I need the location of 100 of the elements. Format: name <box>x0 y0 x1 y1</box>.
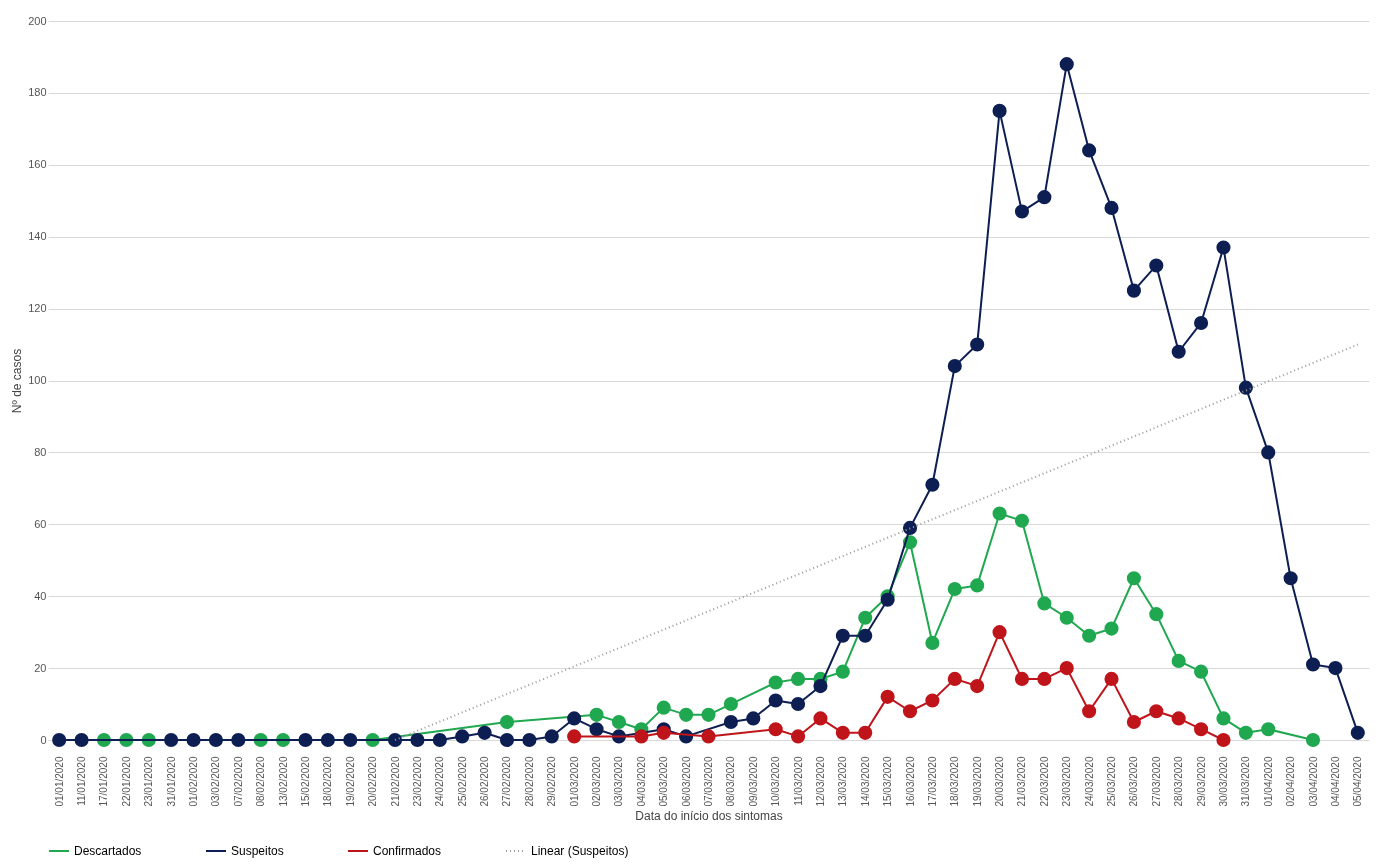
point <box>1149 258 1164 273</box>
point <box>1216 711 1231 726</box>
x-tick-label: 19/02/2020 <box>344 756 356 807</box>
point <box>1194 722 1209 737</box>
point <box>1014 671 1030 686</box>
x-tick-label: 02/03/2020 <box>591 756 603 807</box>
point <box>1149 607 1164 622</box>
x-tick-label: 11/01/2020 <box>76 756 88 806</box>
point <box>768 675 783 690</box>
x-tick-label: 04/03/2020 <box>635 756 647 807</box>
point <box>1305 732 1321 748</box>
point <box>74 732 89 748</box>
point <box>1082 628 1097 643</box>
point <box>835 628 850 643</box>
point <box>1126 714 1141 730</box>
point <box>1082 704 1097 719</box>
y-tick-label: 160 <box>28 158 47 171</box>
x-tick-label: 28/03/2020 <box>1173 756 1185 807</box>
point <box>902 704 918 719</box>
x-tick-label: 13/02/2020 <box>277 756 289 807</box>
point <box>858 610 873 625</box>
point <box>656 700 671 715</box>
point <box>790 729 806 744</box>
point <box>52 732 67 748</box>
y-tick-label: 20 <box>34 661 47 674</box>
point <box>1059 661 1074 676</box>
point <box>1261 722 1276 737</box>
y-tick-label: 100 <box>28 374 47 386</box>
y-tick-label: 180 <box>28 86 47 99</box>
x-tick-label: 18/02/2020 <box>322 756 334 807</box>
x-tick-label: 27/03/2020 <box>1150 756 1162 807</box>
x-tick-label: 07/03/2020 <box>703 756 714 807</box>
point <box>992 103 1007 118</box>
x-tick-label: 23/02/2020 <box>411 756 423 807</box>
point <box>790 696 806 712</box>
point <box>1149 704 1164 719</box>
point <box>567 711 582 726</box>
x-tick-label: 01/02/2020 <box>188 756 200 807</box>
point <box>1261 445 1276 460</box>
point <box>1238 725 1253 740</box>
point <box>746 711 761 726</box>
point <box>1350 725 1365 740</box>
point <box>1104 621 1119 636</box>
y-tick-label: 40 <box>34 589 47 602</box>
x-tick-label: 16/03/2020 <box>904 756 916 807</box>
point <box>768 722 783 737</box>
point <box>701 729 716 744</box>
x-axis-title: Data do início dos sintomas <box>635 808 783 823</box>
x-tick-label: 20/03/2020 <box>994 756 1006 807</box>
point <box>1037 190 1052 205</box>
point <box>1194 315 1209 331</box>
point <box>1171 344 1186 359</box>
y-tick-label: 0 <box>40 733 47 746</box>
point <box>455 729 470 744</box>
point <box>701 707 716 722</box>
x-tick-label: 17/03/2020 <box>926 756 938 807</box>
point <box>432 732 447 748</box>
point <box>320 732 335 748</box>
point <box>1216 240 1231 255</box>
point <box>813 711 828 726</box>
x-tick-label: 12/03/2020 <box>814 756 826 807</box>
point <box>1194 664 1209 679</box>
point <box>1216 732 1231 748</box>
x-tick-label: 22/03/2020 <box>1038 756 1050 807</box>
x-tick-label: 23/01/2020 <box>143 756 155 807</box>
x-tick-label: 14/03/2020 <box>859 756 871 807</box>
x-tick-label: 05/04/2020 <box>1352 756 1364 807</box>
point <box>858 628 873 643</box>
point <box>835 725 850 740</box>
point <box>186 732 201 748</box>
point <box>858 725 873 740</box>
point <box>1238 380 1253 395</box>
point <box>1059 57 1074 72</box>
point <box>992 625 1007 640</box>
point <box>835 664 850 679</box>
point <box>970 578 985 593</box>
point <box>768 693 783 708</box>
x-tick-label: 17/01/2020 <box>98 756 110 807</box>
point <box>947 671 962 686</box>
x-tick-label: 06/03/2020 <box>680 756 692 807</box>
point <box>970 337 985 352</box>
point <box>1014 204 1030 219</box>
y-tick-label: 60 <box>34 517 47 530</box>
point <box>387 732 403 748</box>
x-tick-label: 25/03/2020 <box>1106 756 1118 807</box>
point <box>611 714 627 730</box>
legend-label: Suspeitos <box>231 844 284 858</box>
x-tick-label: 09/03/2020 <box>747 756 759 807</box>
point <box>925 635 940 650</box>
x-tick-label: 31/03/2020 <box>1240 756 1252 807</box>
x-tick-label: 29/02/2020 <box>546 756 558 807</box>
point <box>634 729 649 744</box>
point <box>343 732 358 748</box>
point <box>499 732 515 748</box>
point <box>880 689 895 704</box>
point <box>410 732 425 748</box>
x-tick-label: 03/02/2020 <box>210 756 222 807</box>
point <box>679 707 694 722</box>
y-tick-label: 80 <box>34 445 47 458</box>
point <box>1082 143 1097 158</box>
